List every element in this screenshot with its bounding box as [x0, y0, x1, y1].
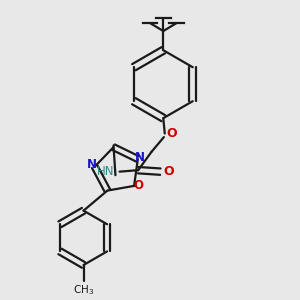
Text: N: N	[87, 158, 97, 171]
Text: HN: HN	[97, 165, 115, 178]
Text: CH$_3$: CH$_3$	[73, 284, 94, 297]
Text: O: O	[133, 179, 143, 192]
Text: O: O	[163, 165, 174, 178]
Text: N: N	[135, 151, 145, 164]
Text: O: O	[166, 127, 177, 140]
